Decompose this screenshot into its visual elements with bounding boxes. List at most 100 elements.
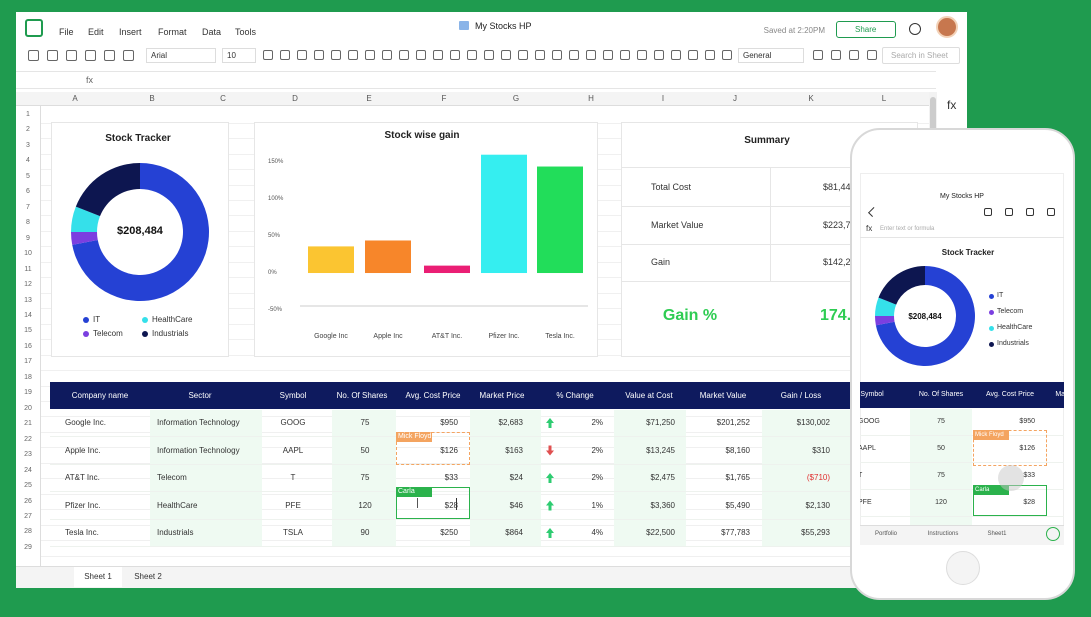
- toolbar-icon[interactable]: [280, 50, 290, 60]
- toolbar-icon[interactable]: [603, 50, 613, 60]
- sheet-tab-label[interactable]: Sheet 2: [134, 572, 162, 581]
- table-header-cell: Gain / Loss: [780, 391, 822, 400]
- toolbar-icon[interactable]: [348, 50, 358, 60]
- toolbar-icon[interactable]: [813, 50, 823, 60]
- toolbar-icon[interactable]: [620, 50, 630, 60]
- phone-shade: [910, 409, 972, 529]
- toolbar-icon[interactable]: [263, 50, 273, 60]
- menu-item[interactable]: Format: [158, 27, 187, 37]
- menu-item[interactable]: Edit: [88, 27, 104, 37]
- toolbar-icon[interactable]: [484, 50, 494, 60]
- search-placeholder[interactable]: Search in Sheet: [891, 51, 948, 60]
- toolbar-icon[interactable]: [867, 50, 877, 60]
- column-header: C: [220, 94, 226, 103]
- doc-icon: [459, 21, 469, 30]
- toolbar-icon[interactable]: [518, 50, 528, 60]
- toolbar-icon[interactable]: [297, 50, 307, 60]
- toolbar-icon[interactable]: [331, 50, 341, 60]
- table-cell: Apple Inc.: [65, 445, 101, 455]
- table-cell: $2,683: [498, 418, 523, 427]
- share-label[interactable]: Share: [855, 25, 877, 34]
- home-button[interactable]: [946, 551, 980, 585]
- row-header: 19: [24, 389, 32, 397]
- format-select[interactable]: General: [738, 48, 804, 63]
- toolbar-icon[interactable]: [104, 50, 115, 61]
- toolbar-icon[interactable]: [849, 50, 859, 60]
- menu-item[interactable]: File: [59, 27, 74, 37]
- number-format[interactable]: General: [743, 51, 772, 60]
- phone-header-cell: Avg. Cost Price: [985, 391, 1035, 398]
- toolbar-icon[interactable]: [705, 50, 715, 60]
- table-cell: $126: [440, 445, 458, 455]
- search-box[interactable]: Search in Sheet: [882, 47, 960, 64]
- table-cell: 50: [360, 445, 370, 455]
- toolbar-icon[interactable]: [688, 50, 698, 60]
- sheet-tab[interactable]: Sheet 1: [74, 567, 122, 587]
- toolbar-icon[interactable]: [382, 50, 392, 60]
- phone-icon[interactable]: [984, 208, 992, 216]
- table-cell: 2%: [591, 445, 603, 455]
- x-tick-label: Pfizer Inc.: [488, 333, 520, 340]
- toolbar-icon[interactable]: [637, 50, 647, 60]
- toolbar-icon[interactable]: [365, 50, 375, 60]
- toolbar-icon[interactable]: [467, 50, 477, 60]
- toolbar-icon[interactable]: [654, 50, 664, 60]
- phone-pie-slice: [875, 316, 895, 326]
- row-header: 10: [24, 250, 32, 258]
- toolbar-icon[interactable]: [501, 50, 511, 60]
- sheet-tab-label[interactable]: Sheet 1: [84, 572, 112, 581]
- info-icon[interactable]: [909, 23, 921, 35]
- menu-item[interactable]: Tools: [235, 27, 257, 37]
- toolbar-icon[interactable]: [450, 50, 460, 60]
- font-size[interactable]: 10: [227, 51, 236, 60]
- phone-tab[interactable]: Instructions: [927, 531, 959, 537]
- phone-legend-label: Industrials: [997, 340, 1029, 347]
- toolbar-icon[interactable]: [722, 50, 732, 60]
- table-cell: $46: [509, 500, 523, 510]
- sheet-tab[interactable]: Sheet 2: [124, 567, 172, 587]
- toolbar-icon[interactable]: [399, 50, 409, 60]
- toolbar-icon[interactable]: [535, 50, 545, 60]
- share-button[interactable]: Share: [836, 21, 896, 38]
- font-name[interactable]: Arial: [151, 51, 168, 60]
- toolbar-icon[interactable]: [123, 50, 134, 61]
- phone-tab[interactable]: Sheet1: [987, 531, 1007, 537]
- menu-item[interactable]: Insert: [119, 27, 142, 37]
- doc-title: My Stocks HP: [475, 21, 532, 31]
- table-cell: $24: [509, 473, 523, 482]
- y-tick-label: 0%: [268, 270, 277, 277]
- phone-collab-name: Carla: [975, 487, 990, 493]
- font-select[interactable]: Arial: [146, 48, 216, 63]
- phone-icon[interactable]: [1047, 208, 1055, 216]
- toolbar-icon[interactable]: [433, 50, 443, 60]
- phone-row-line: [860, 489, 1064, 490]
- phone-tab[interactable]: Portfolio: [874, 531, 897, 537]
- toolbar-icon[interactable]: [47, 50, 58, 61]
- column-shade: [614, 410, 686, 546]
- size-select[interactable]: 10: [222, 48, 256, 63]
- phone-icon[interactable]: [1026, 208, 1034, 216]
- collab-tag: Mick Floyd: [396, 432, 432, 442]
- toolbar-icon[interactable]: [671, 50, 681, 60]
- toolbar-icon[interactable]: [416, 50, 426, 60]
- menu-item[interactable]: Data: [202, 27, 222, 37]
- column-shade: [762, 410, 860, 546]
- toolbar-icon[interactable]: [66, 50, 77, 61]
- phone-icon[interactable]: [1005, 208, 1013, 216]
- row-header: 13: [24, 296, 32, 304]
- toolbar-icon[interactable]: [586, 50, 596, 60]
- table-cell: $33: [444, 473, 458, 482]
- toolbar-icon[interactable]: [569, 50, 579, 60]
- table-cell: 75: [360, 418, 370, 427]
- table-cell: $864: [505, 528, 523, 537]
- phone-cell: GOOG: [860, 418, 880, 425]
- phone-add[interactable]: [1046, 527, 1060, 541]
- toolbar-icon[interactable]: [314, 50, 324, 60]
- toolbar-icon[interactable]: [85, 50, 96, 61]
- column-header: A: [72, 94, 78, 103]
- toolbar-icon[interactable]: [831, 50, 841, 60]
- toolbar-icon[interactable]: [28, 50, 39, 61]
- phone-table: Symbol No. Of Shares Avg. Cost Price Market…: [860, 382, 1064, 530]
- table-cell: Information Technology: [157, 445, 240, 455]
- toolbar-icon[interactable]: [552, 50, 562, 60]
